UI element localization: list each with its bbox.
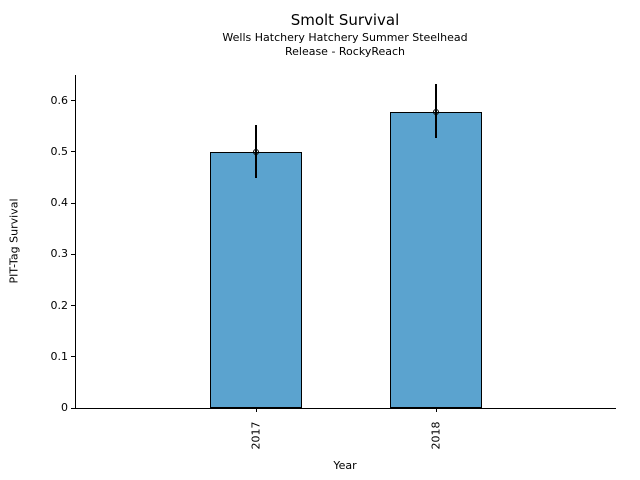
- x-tick-label: 2018: [426, 415, 446, 455]
- bar: [390, 111, 482, 408]
- y-tick-mark: [71, 202, 76, 204]
- y-tick-mark: [71, 356, 76, 358]
- y-tick-mark: [71, 151, 76, 153]
- mean-marker: [253, 148, 259, 155]
- x-tick-mark: [435, 408, 437, 412]
- y-axis-label: PIT-Tag Survival: [7, 198, 21, 284]
- y-tick-label: 0.6: [50, 93, 69, 107]
- chart-title: Smolt Survival: [290, 11, 400, 29]
- y-tick-label: 0.1: [50, 349, 69, 363]
- plot-area: 0 0.1 0.2 0.3 0.4 0.5 0.6 2017 2018: [51, 75, 616, 449]
- y-tick-mark: [71, 100, 76, 102]
- chart-subtitle-line1: Wells Hatchery Hatchery Summer Steelhead: [222, 31, 468, 44]
- x-axis-label: Year: [333, 459, 357, 472]
- y-tick-mark: [71, 407, 76, 409]
- chart-subtitle-line2: Release - RockyReach: [284, 45, 406, 58]
- x-tick-label-text: 2018: [429, 421, 443, 449]
- y-tick-label: 0.3: [50, 247, 69, 261]
- x-tick-label: 2017: [246, 415, 266, 455]
- y-tick-label: 0: [61, 401, 68, 414]
- y-tick-label: 0.2: [50, 298, 69, 312]
- bar: [210, 151, 302, 408]
- y-tick-mark: [71, 305, 76, 307]
- y-tick-mark: [71, 253, 76, 255]
- y-tick-label: 0.4: [50, 196, 69, 210]
- mean-marker: [433, 108, 439, 115]
- x-tick-mark: [255, 408, 257, 412]
- x-tick-label-text: 2017: [249, 421, 263, 449]
- y-tick-label: 0.5: [50, 144, 69, 158]
